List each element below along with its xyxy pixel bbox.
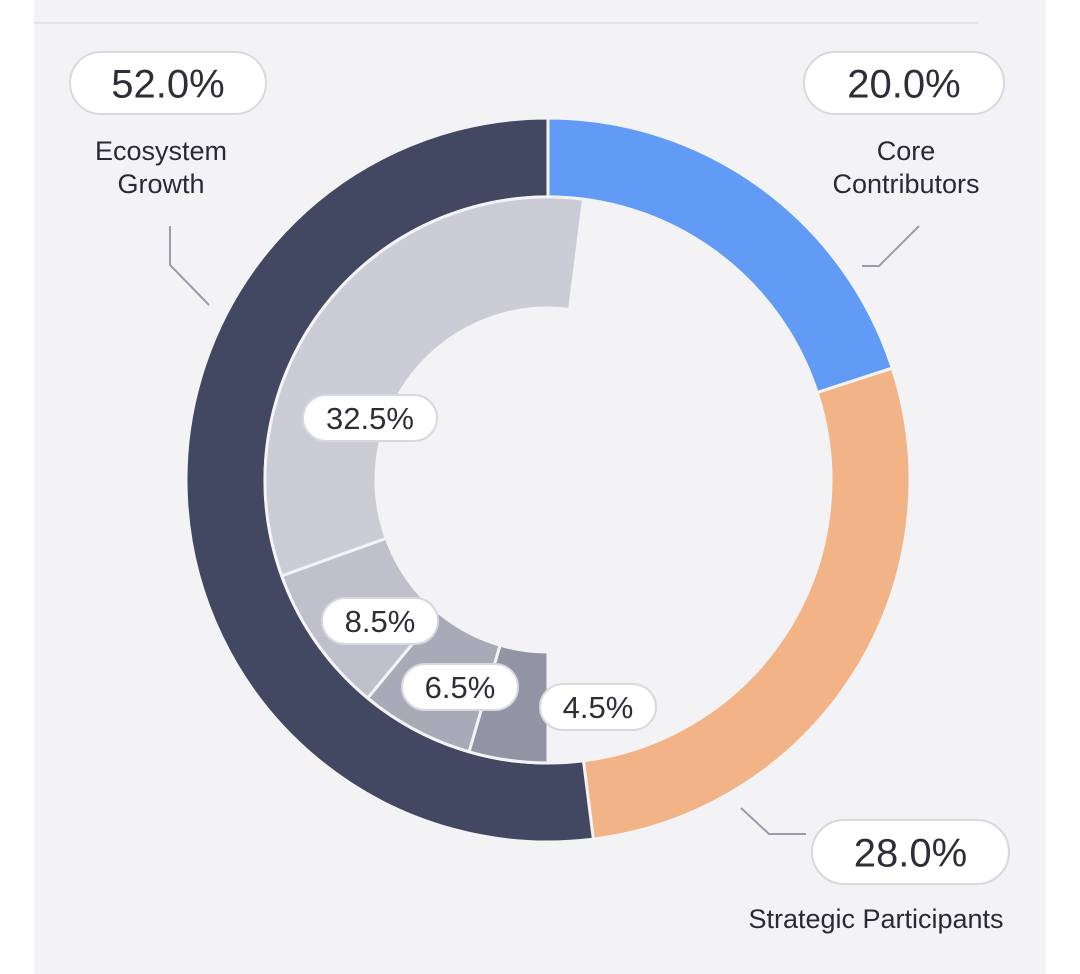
data-label-strategic-participants-text: 28.0% bbox=[854, 831, 967, 875]
inner-data-label-4-bg bbox=[302, 394, 438, 442]
inner-data-label-4: 32.5% bbox=[302, 394, 438, 442]
inner-data-label-2-text: 6.5% bbox=[425, 670, 496, 705]
slice-strategic-participants bbox=[581, 366, 912, 841]
inner-data-label-1: 4.5% bbox=[539, 683, 657, 731]
data-label-core-contributors: 20.0% bbox=[803, 51, 1005, 115]
data-label-core-contributors-bg bbox=[803, 51, 1005, 115]
inner-data-label-2: 6.5% bbox=[401, 663, 519, 711]
data-label-ecosystem-growth-text: 52.0% bbox=[111, 62, 224, 106]
data-label-core-contributors-text: 20.0% bbox=[847, 62, 960, 106]
leader-line-strategic-participants bbox=[740, 807, 806, 835]
category-label-core-contributors-line-2: Contributors bbox=[832, 169, 979, 199]
data-label-ecosystem-growth-bg bbox=[69, 51, 267, 115]
leader-line-ecosystem-growth bbox=[169, 226, 210, 306]
inner-data-label-3: 8.5% bbox=[321, 597, 439, 645]
inner-data-label-4-text: 32.5% bbox=[326, 401, 414, 436]
inner-data-label-1-bg bbox=[539, 683, 657, 731]
data-label-strategic-participants-bg bbox=[811, 819, 1010, 885]
inner-data-label-3-bg bbox=[321, 597, 439, 645]
category-label-core-contributors: Core bbox=[877, 136, 936, 166]
category-label-ecosystem-growth: Ecosystem bbox=[95, 136, 227, 166]
data-label-ecosystem-growth: 52.0% bbox=[69, 51, 267, 115]
category-label-strategic-participants: Strategic Participants bbox=[748, 904, 1003, 934]
divider bbox=[34, 22, 978, 24]
category-label-ecosystem-growth-line-2: Growth bbox=[117, 169, 204, 199]
slice-core-contributors bbox=[546, 116, 895, 395]
inner-data-label-1-text: 4.5% bbox=[563, 690, 634, 725]
data-label-strategic-participants: 28.0% bbox=[811, 819, 1010, 885]
leader-line-core-contributors bbox=[862, 225, 920, 267]
inner-data-label-3-text: 8.5% bbox=[345, 604, 416, 639]
inner-data-label-2-bg bbox=[401, 663, 519, 711]
